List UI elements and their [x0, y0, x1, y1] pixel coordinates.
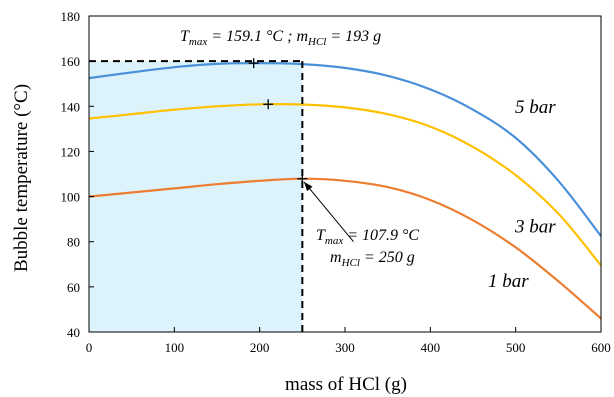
max-marker-0: [248, 58, 259, 69]
series-line-3-bar: [88, 102, 602, 267]
x-tick-label-1: 100: [165, 340, 185, 355]
y-tick-label-5: 140: [61, 99, 81, 114]
shaded-region: [89, 61, 303, 333]
x-tick-label-3: 300: [335, 340, 355, 355]
annotation-top-m-value: = 193 g: [326, 28, 381, 45]
series-label-3-bar: 3 bar: [514, 217, 556, 238]
x-axis-title: mass of HCl (g): [285, 374, 407, 395]
series-label-5-bar: 5 bar: [515, 97, 556, 118]
annotation-bottom-m-subscript: HCl: [341, 257, 360, 269]
annotation-top-t-symbol: T: [180, 28, 190, 45]
axis-ticks: [88, 15, 602, 333]
maximum-markers: [248, 58, 308, 184]
annotation-top: Tmax = 159.1 °C ; mHCl = 193 g: [180, 28, 381, 48]
series-line-5-bar: [88, 62, 602, 237]
y-tick-label-6: 160: [61, 54, 81, 69]
annotation-bottom-m-symbol: m: [330, 249, 342, 266]
arrow-head: [304, 181, 313, 192]
annotation-bottom-t-symbol: T: [316, 227, 326, 244]
y-tick-label-0: 40: [67, 325, 80, 340]
annotation-bottom-line2: mHCl = 250 g: [330, 249, 415, 269]
y-axis-title: Bubble temperature (°C): [11, 84, 32, 272]
series-lines: [88, 62, 602, 320]
y-tick-label-2: 80: [67, 235, 80, 250]
x-tick-label-6: 600: [591, 340, 611, 355]
max-marker-2: [297, 173, 308, 184]
annotation-bottom-t-value: = 107.9 °C: [343, 227, 419, 244]
series-labels: 1 bar 3 bar 5 bar: [488, 97, 556, 292]
annotation-arrow: [303, 181, 354, 243]
y-tick-label-4: 120: [61, 144, 81, 159]
annotation-bottom-m-value: = 250 g: [360, 249, 415, 266]
x-tick-label-5: 500: [506, 340, 526, 355]
max-marker-1: [263, 99, 274, 110]
arrow-shaft: [303, 181, 354, 243]
x-tick-labels: 0 100 200 300 400 500 600: [86, 340, 611, 355]
y-tick-label-1: 60: [67, 280, 80, 295]
x-tick-label-2: 200: [250, 340, 270, 355]
y-tick-labels: 40 60 80 100 120 140 160 180: [61, 9, 81, 340]
annotation-top-m-symbol: m: [296, 28, 308, 45]
y-tick-label-7: 180: [61, 9, 81, 24]
series-label-1-bar: 1 bar: [488, 271, 529, 292]
annotation-bottom-line1: Tmax = 107.9 °C: [316, 227, 419, 247]
annotation-top-t-subscript: max: [189, 36, 207, 48]
annotation-top-t-value: = 159.1 °C ;: [207, 28, 296, 45]
x-tick-label-0: 0: [86, 340, 93, 355]
annotation-bottom-t-subscript: max: [325, 235, 343, 247]
x-tick-label-4: 400: [421, 340, 441, 355]
y-tick-label-3: 100: [61, 190, 81, 205]
series-line-1-bar: [88, 177, 602, 320]
dashed-guide-lines: [89, 60, 304, 332]
annotation-top-m-subscript: HCl: [307, 36, 326, 48]
